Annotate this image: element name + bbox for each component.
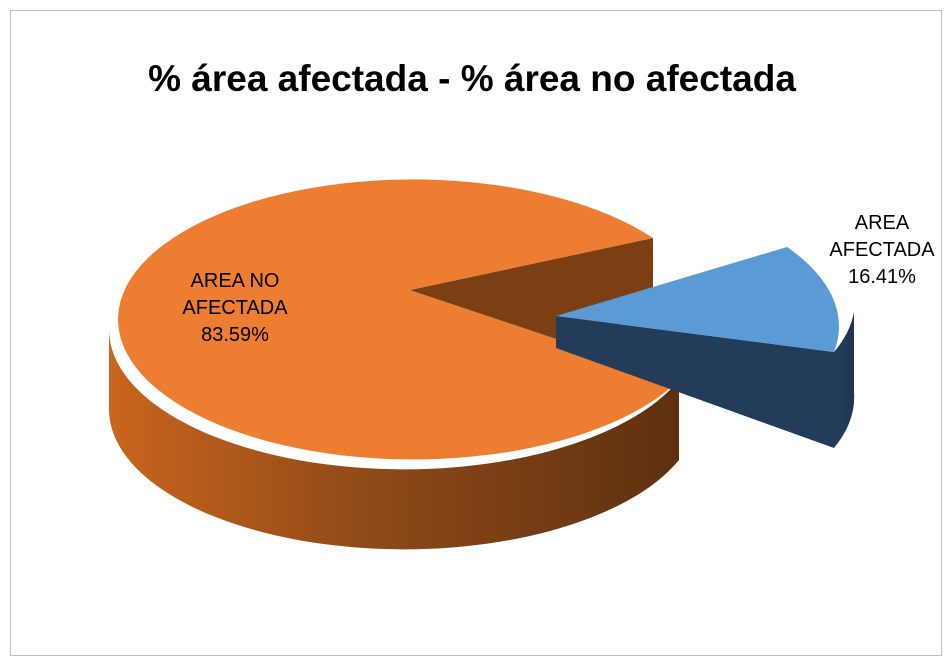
slice-side-afectada-outer bbox=[834, 312, 855, 448]
slice-label-no-afectada-line2: AFECTADA bbox=[182, 297, 288, 319]
slice-side-afectada bbox=[556, 316, 834, 448]
slice-label-no-afectada-line1: AREA NO bbox=[190, 270, 280, 292]
slice-afectada[interactable] bbox=[556, 247, 839, 352]
slice-side-no-afectada bbox=[109, 330, 679, 550]
slice-label-afectada-line2: AFECTADA bbox=[829, 239, 935, 261]
slice-label-afectada-percent: 16.41% bbox=[848, 266, 916, 288]
slice-label-no-afectada-percent: 83.59% bbox=[201, 324, 269, 346]
chart-title: % área afectada - % área no afectada bbox=[148, 58, 796, 99]
slice-no-afectada[interactable] bbox=[118, 179, 680, 460]
slice-label-afectada-line1: AREA bbox=[854, 212, 910, 234]
slice-label-afectada: AREA AFECTADA 16.41% bbox=[822, 210, 942, 291]
slice-label-no-afectada: AREA NO AFECTADA 83.59% bbox=[120, 268, 350, 349]
